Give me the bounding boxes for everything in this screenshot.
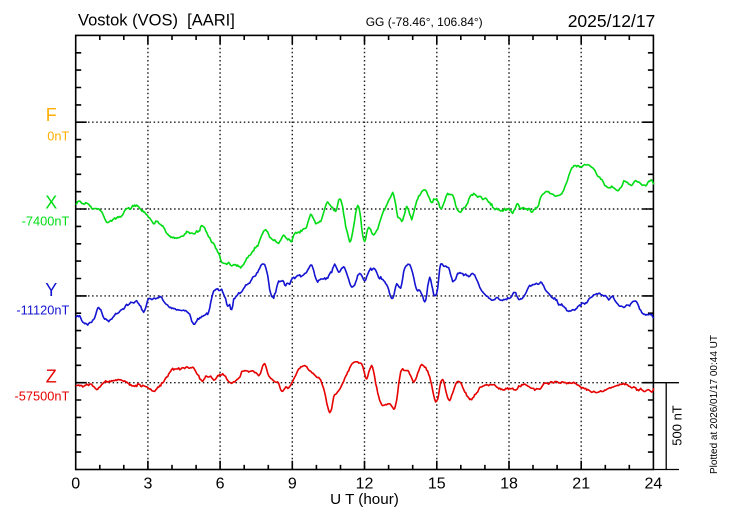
- svg-text:2025/12/17: 2025/12/17: [568, 11, 656, 31]
- svg-text:Y: Y: [45, 280, 57, 300]
- svg-text:-7400nT: -7400nT: [22, 213, 70, 228]
- svg-text:X: X: [45, 193, 57, 213]
- svg-text:15: 15: [428, 476, 446, 493]
- svg-text:0: 0: [71, 476, 80, 493]
- svg-text:9: 9: [288, 476, 297, 493]
- svg-text:6: 6: [216, 476, 225, 493]
- svg-text:24: 24: [645, 476, 663, 493]
- svg-text:Z: Z: [46, 367, 57, 387]
- svg-text:U T (hour): U T (hour): [330, 491, 399, 508]
- svg-text:-11120nT: -11120nT: [16, 303, 69, 318]
- svg-text:GG (-78.46°, 106.84°): GG (-78.46°, 106.84°): [366, 15, 483, 29]
- svg-text:12: 12: [356, 476, 374, 493]
- svg-text:500 nT: 500 nT: [670, 405, 685, 446]
- svg-text:Vostok (VOS) [AARI]: Vostok (VOS) [AARI]: [78, 12, 235, 30]
- svg-text:3: 3: [143, 476, 152, 493]
- svg-text:-57500nT: -57500nT: [15, 389, 70, 404]
- svg-text:0nT: 0nT: [47, 128, 69, 143]
- svg-text:Plotted at 2026/01/17 00:44 UT: Plotted at 2026/01/17 00:44 UT: [709, 335, 720, 474]
- svg-text:F: F: [46, 105, 57, 125]
- svg-text:21: 21: [572, 476, 590, 493]
- svg-text:18: 18: [500, 476, 518, 493]
